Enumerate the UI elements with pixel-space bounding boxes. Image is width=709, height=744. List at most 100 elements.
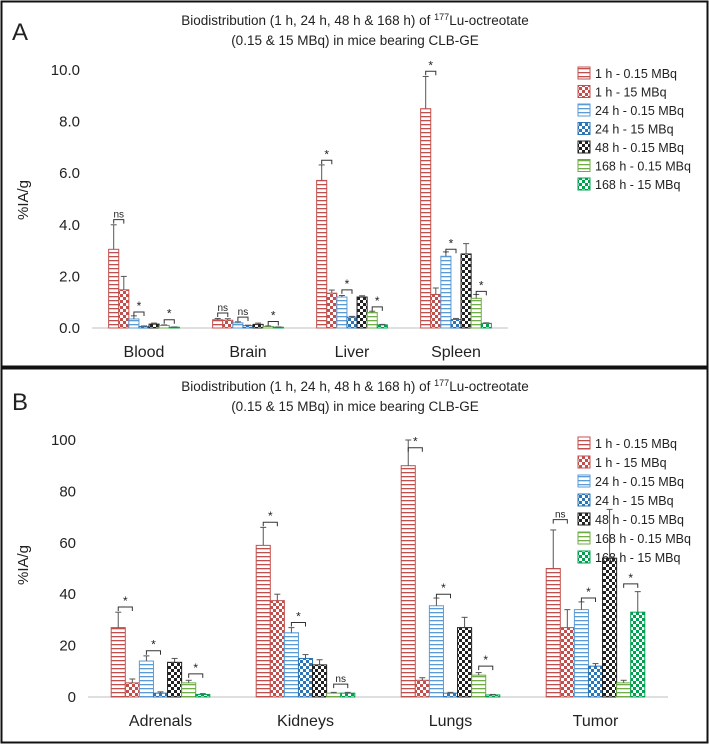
panel-a-legend-swatch <box>577 177 591 191</box>
panel-b-bar <box>485 694 501 698</box>
panel-b-y-tick-label: 20 <box>59 638 76 655</box>
panel-b-legend-label: 168 h - 15 MBq <box>595 551 681 565</box>
panel-a-significance-bracket <box>217 312 229 318</box>
panel-b-title: Biodistribution (1 h, 24 h, 48 h & 168 h… <box>181 378 529 394</box>
panel-b-bar <box>587 665 604 698</box>
panel-b-bar <box>414 679 430 698</box>
panel-a-significance-bracket <box>133 311 145 317</box>
panel-a-category-label: Brain <box>229 344 266 361</box>
panel-a-legend-label: 1 h - 0.15 MBq <box>595 67 677 81</box>
panel-a-y-tick-label: 2.0 <box>59 268 80 285</box>
panel-b-y-axis-label: %IA/g <box>15 545 32 585</box>
panel-a-significance-label: * <box>449 236 454 250</box>
panel-a-significance-bracket <box>321 159 333 165</box>
panel-b-significance-label: * <box>441 581 446 595</box>
panel-a-bar <box>252 323 264 329</box>
panel-a-significance-bracket <box>113 219 125 224</box>
panel-a-y-axis-label: %IA/g <box>15 180 32 220</box>
panel-a-significance-bracket <box>425 70 437 76</box>
panel-a-bar <box>470 297 482 329</box>
panel-b-plot: 0 20 40 60 80 100 Adrenals Kidneys Lungs Tumor * * *… <box>51 432 668 730</box>
panel-b-legend-swatch <box>577 474 591 488</box>
panel-b: B Biodistribution (1 h, 24 h, 48 h & 168… <box>0 367 709 744</box>
panel-b-bar <box>428 605 444 698</box>
panel-b-significance-bracket <box>435 593 451 599</box>
panel-b-bar <box>602 557 618 698</box>
panel-a-significance-label: * <box>167 307 172 321</box>
panel-b-significance-label: * <box>296 609 301 623</box>
panel-b-significance-label: * <box>483 653 488 667</box>
panel-b-legend-label: 1 h - 0.15 MBq <box>595 437 677 451</box>
panel-b-bar <box>255 544 271 698</box>
panel-b-bar <box>442 692 459 698</box>
panel-a-significance-label: * <box>137 299 142 313</box>
panel-b-bar <box>138 660 154 698</box>
panel-a-legend-swatch <box>577 66 591 80</box>
panel-b-bar <box>545 568 561 698</box>
panel-b-bar <box>340 692 356 698</box>
panel-a-bar <box>138 325 150 329</box>
panel-a-significance-label: ns <box>238 307 249 318</box>
panel-b-bar <box>124 682 140 698</box>
panel-b-bar <box>400 465 416 698</box>
panel-b-bar <box>110 627 126 698</box>
panel-b-significance-label: * <box>628 571 633 585</box>
panel-a-bar <box>480 322 492 329</box>
panel-b-legend-swatch <box>577 531 591 545</box>
panel-b-legend-label: 24 h - 15 MBq <box>595 494 674 508</box>
panel-b-legend: 1 h - 0.15 MBq 1 h - 15 MBq 24 h - 0.15 MB… <box>577 436 691 565</box>
panel-b-bar <box>152 692 169 698</box>
panel-b-category-label: Tumor <box>573 713 619 730</box>
panel-a-category-label: Spleen <box>431 344 481 361</box>
panel-a-bar <box>356 296 368 329</box>
panel-a-title: Biodistribution (1 h, 24 h, 48 h & 168 h… <box>181 12 529 28</box>
panel-b-significance-label: * <box>151 638 156 652</box>
panel-a-legend-swatch <box>577 140 591 154</box>
panel-b-label: B <box>12 389 28 416</box>
panel-a-y-tick-label: 8.0 <box>59 114 80 131</box>
panel-b-significance-bracket <box>478 665 494 671</box>
panel-b-bar <box>195 693 211 698</box>
panel-b-significance-bracket <box>117 606 133 612</box>
panel-a-bar <box>316 179 328 329</box>
panel-a-legend-swatch <box>577 159 591 172</box>
panel-b-significance-label: * <box>586 585 591 599</box>
panel-a-category-label: Liver <box>335 344 370 361</box>
panel-a-bar <box>262 325 274 329</box>
panel-b-bar <box>283 632 299 698</box>
panel-a-bar <box>242 325 254 329</box>
panel-b-significance-bracket <box>290 621 306 627</box>
panel-a-y-tick-label: 0.0 <box>59 320 80 337</box>
panel-a-bar <box>376 324 388 329</box>
panel-a-significance-label: ns <box>113 210 124 221</box>
panel-a-legend-label: 168 h - 0.15 MBq <box>595 160 691 174</box>
panel-b-bar <box>167 661 183 698</box>
panel-b-significance-bracket <box>407 447 423 452</box>
panel-b-bar <box>471 674 487 698</box>
panel-b-bar <box>573 609 589 698</box>
panel-a-title-superscript: 177 <box>434 12 449 22</box>
panel-a-legend-label: 168 h - 15 MBq <box>595 178 681 192</box>
panel-a-bar <box>148 323 160 329</box>
panel-a-bar <box>366 312 378 329</box>
panel-a-title-suffix: Lu-octreotate <box>449 13 529 28</box>
panel-a-legend: 1 h - 0.15 MBq 1 h - 15 MBq 24 h - 0.15 MB… <box>577 66 691 192</box>
panel-a-significance-bracket <box>341 289 353 294</box>
panel-a-bar <box>450 318 462 329</box>
panel-b-bar <box>616 682 632 698</box>
panel-b-significance-bracket <box>262 521 278 527</box>
panel-a-significance-bracket <box>163 319 175 324</box>
panel-a-significance-label: * <box>479 278 484 292</box>
panel-a-bar <box>212 319 224 329</box>
panel-a-bar <box>108 248 120 329</box>
panel-b-significance-bracket <box>580 597 596 603</box>
panel-a-legend-swatch <box>577 103 591 117</box>
panel-b-significance-label: ns <box>335 674 346 685</box>
panel-b-legend-swatch <box>577 493 591 507</box>
panel-b-legend-swatch <box>577 512 591 526</box>
panel-b-bar <box>326 692 342 698</box>
panel-b-significance-label: * <box>193 661 198 675</box>
panel-b-legend-swatch <box>577 436 591 450</box>
panel-b-y-tick-label: 100 <box>51 432 76 449</box>
panel-b-category-label: Adrenals <box>129 713 192 730</box>
